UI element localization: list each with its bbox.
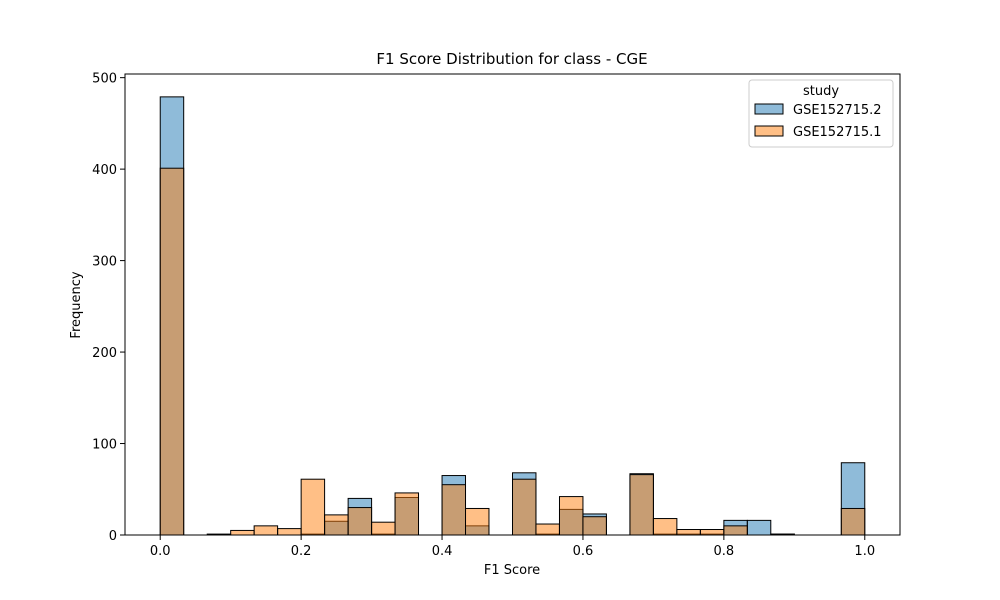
bar-gse152715-1-bin-12 (441, 484, 467, 536)
bar-gse152715-1-bin-4 (253, 525, 279, 536)
bar-gse152715-1-bin-15 (512, 478, 537, 536)
legend: study GSE152715.2 GSE152715.1 (748, 79, 894, 148)
x-axis-ticks: 0.0 0.2 0.4 0.6 0.8 1.0 (150, 535, 875, 559)
bar-gse152715-1-bin-10 (394, 492, 420, 536)
x-tick-label: 1.0 (854, 544, 875, 559)
x-tick-label: 0.2 (291, 544, 312, 559)
bar-gse152715-1-bin-3 (230, 529, 255, 536)
bar-gse152715-1-bin-29 (840, 507, 866, 536)
bar-gse152715-1-bin-22 (676, 529, 701, 536)
bar-gse152715-1-bin-21 (652, 518, 678, 536)
bar-gse152715-1-bin-7 (324, 514, 349, 536)
bar-gse152715-1-bin-0 (159, 167, 185, 536)
legend-label-gse152715-2: GSE152715.2 (793, 103, 882, 118)
bar-gse152715-1-bin-24 (723, 525, 748, 536)
bar-gse152715-1-bin-13 (465, 507, 490, 536)
bar-gse152715-1-bin-6 (300, 478, 326, 536)
y-axis-label: Frequency (69, 271, 84, 338)
x-tick-label: 0.4 (432, 544, 453, 559)
y-tick-label: 400 (92, 163, 117, 178)
y-tick-label: 0 (109, 529, 117, 544)
y-tick-label: 100 (92, 438, 117, 453)
bar-gse152715-1-bin-8 (347, 507, 373, 536)
series-gse152715-2-bars (159, 96, 866, 536)
y-axis-ticks: 0 100 200 300 400 500 (92, 72, 125, 544)
x-tick-label: 0.0 (150, 544, 171, 559)
bar-gse152715-1-bin-5 (277, 528, 302, 536)
bar-gse152715-1-bin-20 (629, 474, 654, 536)
legend-title: study (803, 84, 839, 99)
x-axis-label: F1 Score (484, 563, 540, 578)
bar-gse152715-1-bin-16 (535, 523, 560, 536)
legend-box (748, 79, 894, 148)
x-tick-label: 0.8 (714, 544, 735, 559)
bar-gse152715-2-bin-25 (746, 519, 772, 536)
plot-frame (124, 73, 901, 536)
y-tick-label: 500 (92, 72, 117, 87)
y-tick-label: 300 (92, 255, 117, 270)
series-gse152715-1-bars (159, 167, 866, 536)
y-tick-label: 200 (92, 346, 117, 361)
bar-gse152715-1-bin-9 (371, 521, 396, 536)
chart-title: F1 Score Distribution for class - CGE (376, 50, 647, 68)
legend-swatch-gse152715-2 (754, 103, 784, 115)
bar-gse152715-1-bin-17 (558, 496, 584, 536)
bar-gse152715-1-bin-23 (699, 529, 725, 536)
legend-swatch-gse152715-1 (754, 125, 784, 137)
x-tick-label: 0.6 (573, 544, 594, 559)
legend-label-gse152715-1: GSE152715.1 (793, 125, 882, 140)
bar-gse152715-1-bin-18 (582, 516, 607, 536)
